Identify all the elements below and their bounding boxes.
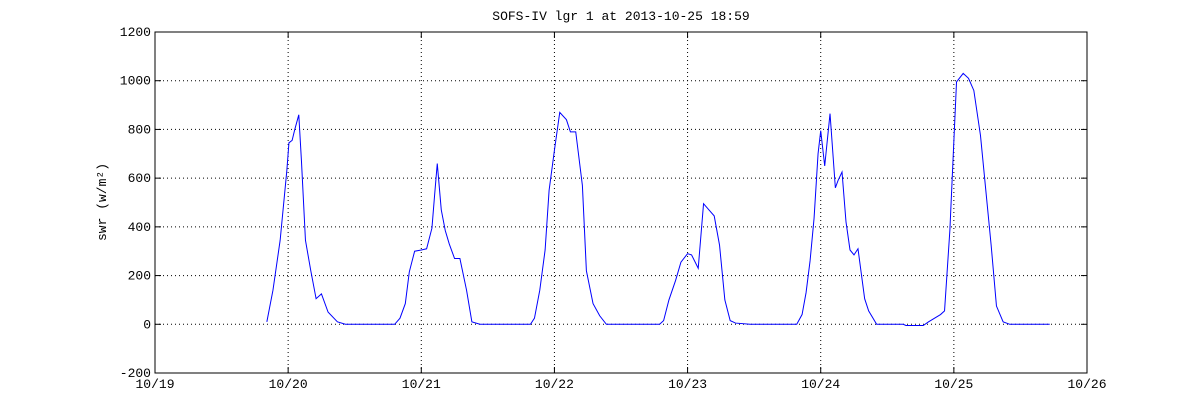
x-tick-label: 10/20 — [269, 377, 308, 392]
y-tick-label: -200 — [120, 366, 151, 381]
y-axis-label: swr (w/m²) — [95, 163, 110, 241]
x-tick-label: 10/26 — [1067, 377, 1106, 392]
y-tick-label: 1200 — [120, 25, 151, 40]
data-line — [266, 72, 1050, 326]
plot-frame — [154, 31, 1088, 374]
y-tick-label: 1000 — [120, 74, 151, 89]
y-tick-label: 600 — [128, 171, 151, 186]
x-tick-label: 10/19 — [135, 377, 174, 392]
y-tick-label: 800 — [128, 122, 151, 137]
x-tick-label: 10/21 — [402, 377, 441, 392]
x-tick-label: 10/24 — [801, 377, 840, 392]
x-tick-label: 10/25 — [934, 377, 973, 392]
y-tick-label: 200 — [128, 269, 151, 284]
y-tick-label: 400 — [128, 220, 151, 235]
y-tick-label: 0 — [143, 317, 151, 332]
chart-title: SOFS-IV lgr 1 at 2013-10-25 18:59 — [492, 9, 749, 24]
x-tick-label: 10/23 — [668, 377, 707, 392]
x-tick-label: 10/22 — [535, 377, 574, 392]
